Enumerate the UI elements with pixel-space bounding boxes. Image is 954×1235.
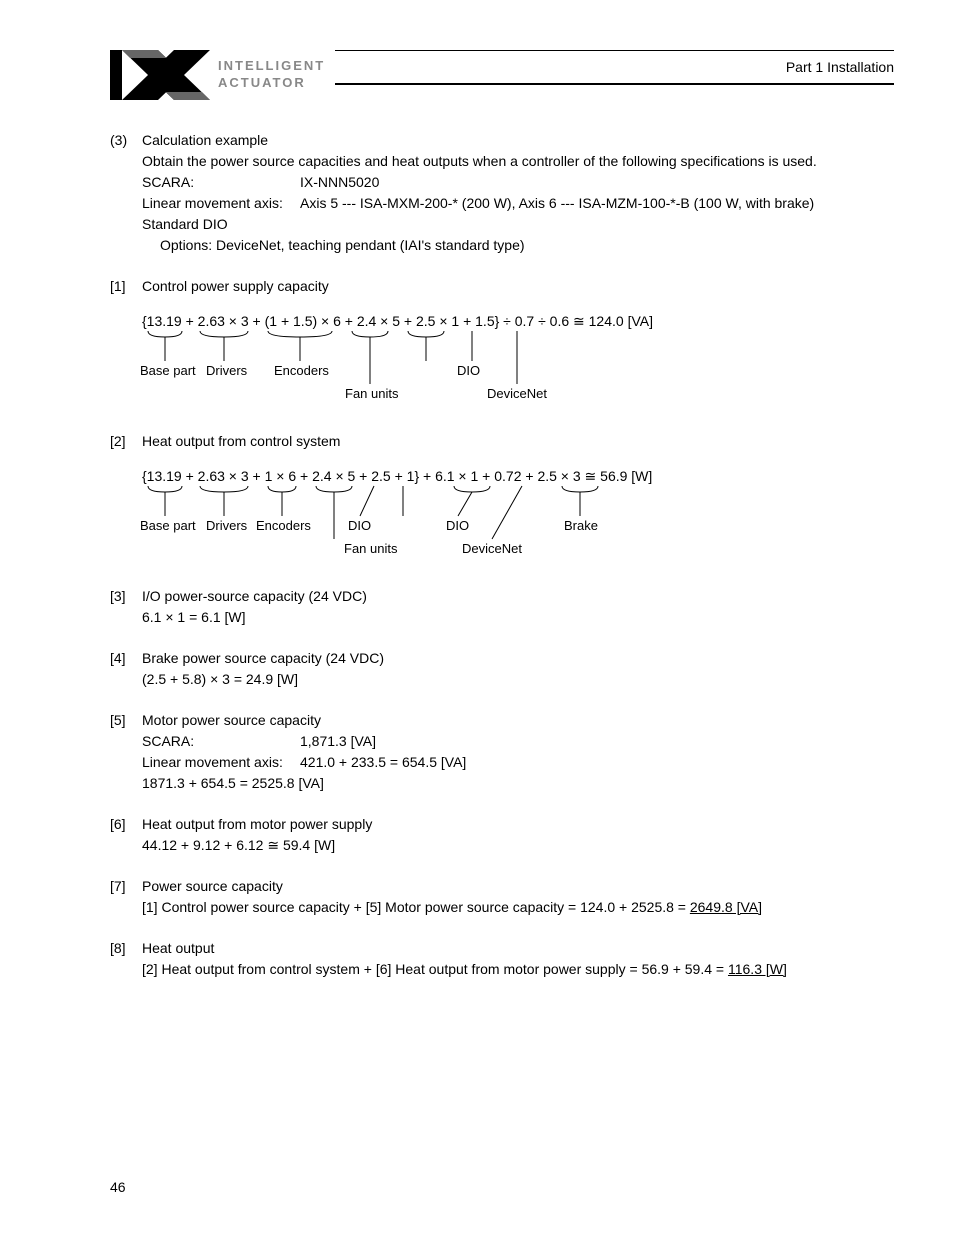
s2-label-fan: Fan units xyxy=(344,539,397,559)
section-6: [6] Heat output from motor power supply … xyxy=(110,814,894,856)
s2-label-brake: Brake xyxy=(564,516,598,536)
s2-label-devicenet: DeviceNet xyxy=(462,539,522,559)
s6-calc: 44.12 + 9.12 + 6.12 ≅ 59.4 [W] xyxy=(142,835,894,856)
page: INTELLIGENT ACTUATOR Part 1 Installation… xyxy=(0,0,954,1235)
s8-prefix: [2] Heat output from control system + [6… xyxy=(142,961,728,977)
s8-num: [8] xyxy=(110,938,142,980)
s8-calc: [2] Heat output from control system + [6… xyxy=(142,959,894,980)
intro-title: Calculation example xyxy=(142,130,894,151)
s4-num: [4] xyxy=(110,648,142,690)
logo-line2: ACTUATOR xyxy=(218,75,325,92)
s7-prefix: [1] Control power source capacity + [5] … xyxy=(142,899,690,915)
options: Options: DeviceNet, teaching pendant (IA… xyxy=(160,235,894,256)
s1-label-dio: DIO xyxy=(457,361,480,381)
s8-result: 116.3 [W] xyxy=(728,961,787,977)
s1-formula: {13.19 + 2.63 × 3 + (1 + 1.5) × 6 + 2.4 … xyxy=(142,311,894,332)
s1-label-drivers: Drivers xyxy=(206,361,247,381)
logo-block: INTELLIGENT ACTUATOR xyxy=(110,50,325,100)
s1-label-devicenet: DeviceNet xyxy=(487,384,547,404)
section-5: [5] Motor power source capacity SCARA: 1… xyxy=(110,710,894,794)
intro-block: (3) Calculation example Obtain the power… xyxy=(110,130,894,256)
header-rule-top xyxy=(335,50,894,51)
s5-line3: 1871.3 + 654.5 = 2525.8 [VA] xyxy=(142,773,894,794)
s3-calc: 6.1 × 1 = 6.1 [W] xyxy=(142,607,894,628)
s2-label-dio2: DIO xyxy=(446,516,469,536)
s3-num: [3] xyxy=(110,586,142,628)
s3-title: I/O power-source capacity (24 VDC) xyxy=(142,586,894,607)
spec2-val: Axis 5 --- ISA-MXM-200-* (200 W), Axis 6… xyxy=(300,193,814,214)
s5-line1-val: 1,871.3 [VA] xyxy=(300,731,376,752)
logo-line1: INTELLIGENT xyxy=(218,58,325,75)
page-header: INTELLIGENT ACTUATOR Part 1 Installation xyxy=(110,50,894,100)
s5-line1-label: SCARA: xyxy=(142,731,300,752)
page-number: 46 xyxy=(110,1179,126,1195)
s2-label-drivers: Drivers xyxy=(206,516,247,536)
s2-formula: {13.19 + 2.63 × 3 + 1 × 6 + 2.4 × 5 + 2.… xyxy=(142,466,894,487)
content: (3) Calculation example Obtain the power… xyxy=(110,130,894,980)
s1-label-encoders: Encoders xyxy=(274,361,329,381)
spec3: Standard DIO xyxy=(142,214,894,235)
spec1-val: IX-NNN5020 xyxy=(300,172,379,193)
section-3: [3] I/O power-source capacity (24 VDC) 6… xyxy=(110,586,894,628)
s4-title: Brake power source capacity (24 VDC) xyxy=(142,648,894,669)
s2-num: [2] xyxy=(110,431,142,452)
section-8: [8] Heat output [2] Heat output from con… xyxy=(110,938,894,980)
s6-num: [6] xyxy=(110,814,142,856)
s8-title: Heat output xyxy=(142,938,894,959)
s5-num: [5] xyxy=(110,710,142,794)
part-label: Part 1 Installation xyxy=(335,59,894,75)
logo-x-icon xyxy=(110,50,210,100)
s1-label-fan: Fan units xyxy=(345,384,398,404)
s5-line2-val: 421.0 + 233.5 = 654.5 [VA] xyxy=(300,752,466,773)
logo-text: INTELLIGENT ACTUATOR xyxy=(218,58,325,92)
intro-desc: Obtain the power source capacities and h… xyxy=(142,151,894,172)
section-1: [1] Control power supply capacity xyxy=(110,276,894,297)
s2-label-base: Base part xyxy=(140,516,196,536)
s6-title: Heat output from motor power supply xyxy=(142,814,894,835)
s1-formula-block: {13.19 + 2.63 × 3 + (1 + 1.5) × 6 + 2.4 … xyxy=(142,311,894,401)
s2-formula-block: {13.19 + 2.63 × 3 + 1 × 6 + 2.4 × 5 + 2.… xyxy=(142,466,894,566)
s5-line2-label: Linear movement axis: xyxy=(142,752,300,773)
spec1-label: SCARA: xyxy=(142,172,300,193)
s7-title: Power source capacity xyxy=(142,876,894,897)
s2-title: Heat output from control system xyxy=(142,431,894,452)
s5-title: Motor power source capacity xyxy=(142,710,894,731)
s7-calc: [1] Control power source capacity + [5] … xyxy=(142,897,894,918)
s4-calc: (2.5 + 5.8) × 3 = 24.9 [W] xyxy=(142,669,894,690)
s7-num: [7] xyxy=(110,876,142,918)
intro-num: (3) xyxy=(110,130,142,256)
section-2: [2] Heat output from control system xyxy=(110,431,894,452)
header-rule-bottom xyxy=(335,83,894,85)
s1-num: [1] xyxy=(110,276,142,297)
s2-label-dio1: DIO xyxy=(348,516,371,536)
s2-label-encoders: Encoders xyxy=(256,516,311,536)
s7-result: 2649.8 [VA] xyxy=(690,899,762,915)
s1-title: Control power supply capacity xyxy=(142,276,894,297)
section-7: [7] Power source capacity [1] Control po… xyxy=(110,876,894,918)
section-4: [4] Brake power source capacity (24 VDC)… xyxy=(110,648,894,690)
s1-label-base: Base part xyxy=(140,361,196,381)
spec2-label: Linear movement axis: xyxy=(142,193,300,214)
header-right: Part 1 Installation xyxy=(335,50,894,85)
